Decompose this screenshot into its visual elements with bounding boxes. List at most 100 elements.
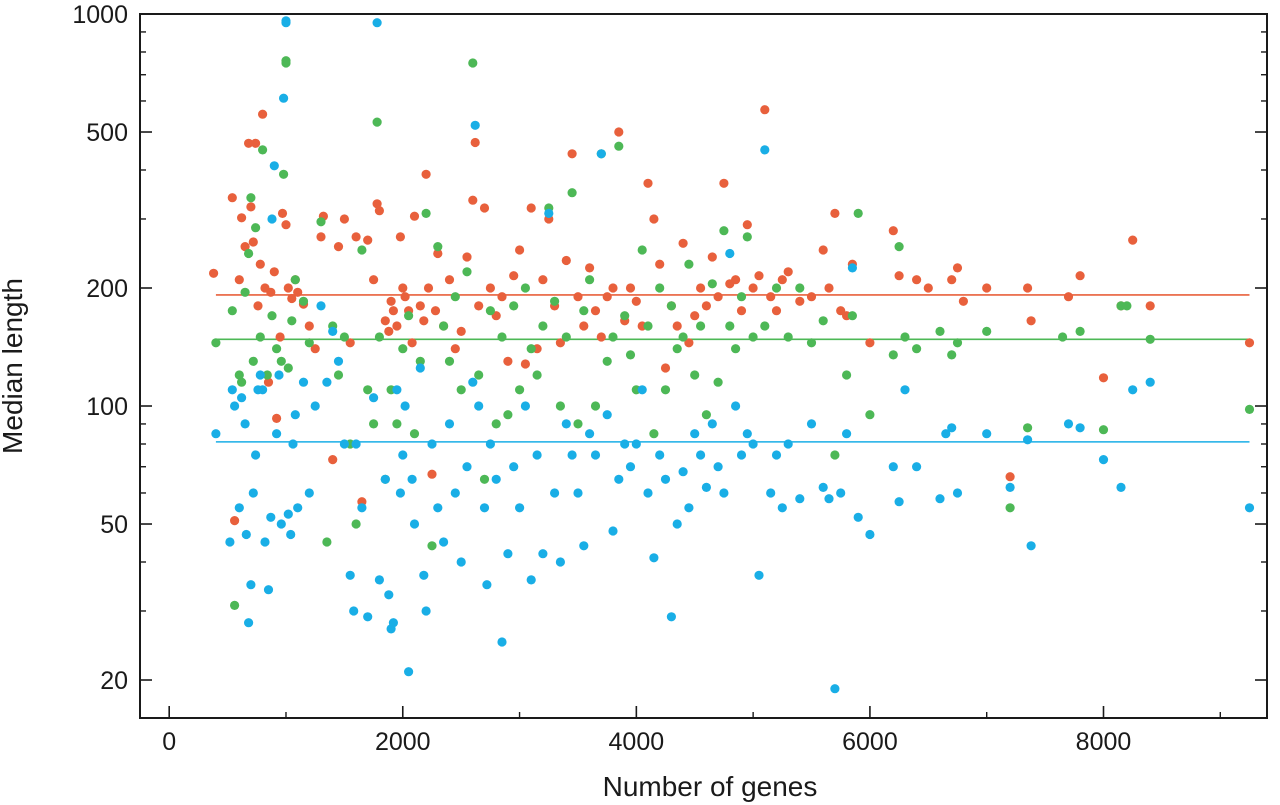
data-point bbox=[427, 439, 437, 449]
data-point bbox=[310, 401, 320, 411]
data-point bbox=[1128, 235, 1138, 245]
data-point bbox=[479, 503, 490, 513]
data-point bbox=[701, 410, 712, 420]
data-point bbox=[351, 519, 361, 529]
data-point bbox=[384, 326, 394, 336]
data-point bbox=[1244, 503, 1255, 513]
data-point bbox=[760, 145, 770, 155]
data-point bbox=[760, 105, 770, 115]
data-point bbox=[637, 385, 647, 395]
data-point bbox=[304, 338, 314, 348]
data-point bbox=[1128, 385, 1138, 395]
data-point bbox=[310, 344, 320, 354]
data-point bbox=[237, 393, 247, 403]
data-point bbox=[806, 419, 817, 429]
data-point bbox=[818, 245, 828, 255]
data-point bbox=[258, 385, 268, 395]
data-point bbox=[637, 245, 647, 255]
data-point bbox=[736, 306, 747, 316]
data-point bbox=[339, 214, 349, 224]
data-point bbox=[237, 213, 247, 223]
data-point bbox=[625, 283, 636, 293]
data-point bbox=[550, 488, 560, 498]
data-point bbox=[865, 410, 875, 420]
data-point bbox=[783, 332, 793, 342]
data-point bbox=[678, 238, 688, 248]
data-point bbox=[279, 169, 289, 179]
data-point bbox=[766, 488, 776, 498]
data-point bbox=[701, 301, 712, 311]
data-point bbox=[244, 618, 254, 628]
data-point bbox=[579, 321, 589, 331]
data-point bbox=[497, 332, 507, 342]
data-point bbox=[462, 252, 472, 262]
data-point bbox=[281, 56, 291, 66]
data-point bbox=[363, 385, 373, 395]
data-point bbox=[526, 203, 536, 213]
data-point bbox=[532, 450, 542, 460]
data-point bbox=[526, 344, 536, 354]
data-point bbox=[433, 248, 443, 259]
data-point bbox=[690, 370, 700, 380]
data-point bbox=[754, 570, 764, 580]
data-point bbox=[246, 580, 256, 590]
axes: 0 2000 4000 6000 8000 20 50 100 200 500 1000 bbox=[72, 1, 1267, 756]
data-point bbox=[795, 283, 805, 293]
data-point bbox=[328, 326, 338, 336]
data-point bbox=[316, 217, 326, 227]
data-point bbox=[427, 469, 437, 479]
data-point bbox=[277, 208, 288, 218]
y-tick-label-200: 200 bbox=[86, 275, 128, 303]
data-point bbox=[625, 350, 636, 360]
data-point bbox=[567, 188, 577, 198]
data-point bbox=[655, 450, 665, 460]
x-axis-label: Number of genes bbox=[603, 771, 818, 802]
data-point bbox=[830, 208, 840, 218]
data-point bbox=[608, 526, 618, 536]
data-point bbox=[240, 242, 250, 252]
data-point bbox=[719, 226, 729, 236]
data-point bbox=[982, 326, 992, 336]
data-point bbox=[444, 419, 455, 429]
data-point bbox=[374, 332, 384, 342]
data-point bbox=[345, 338, 355, 348]
data-point bbox=[266, 287, 276, 297]
data-point bbox=[423, 283, 434, 293]
data-point bbox=[439, 537, 449, 547]
data-point bbox=[561, 419, 571, 429]
data-points bbox=[209, 16, 1255, 694]
data-point bbox=[258, 109, 268, 119]
data-point bbox=[290, 410, 300, 420]
data-point bbox=[503, 549, 513, 559]
data-point bbox=[690, 429, 700, 439]
data-point bbox=[485, 439, 495, 449]
series-2 bbox=[211, 16, 1255, 694]
data-point bbox=[888, 226, 898, 236]
data-point bbox=[419, 316, 429, 326]
data-point bbox=[742, 232, 752, 242]
data-point bbox=[468, 195, 478, 205]
data-point bbox=[263, 377, 274, 387]
data-point bbox=[290, 275, 300, 285]
data-point bbox=[585, 429, 595, 439]
data-point bbox=[590, 401, 601, 411]
data-point bbox=[240, 419, 250, 429]
data-point bbox=[655, 283, 665, 293]
data-point bbox=[415, 356, 425, 366]
data-point bbox=[263, 585, 274, 595]
data-point bbox=[608, 283, 618, 293]
data-point bbox=[550, 296, 560, 306]
data-point bbox=[836, 488, 846, 498]
data-point bbox=[894, 497, 904, 507]
data-point bbox=[227, 193, 237, 203]
data-point bbox=[468, 58, 478, 68]
data-point bbox=[248, 237, 258, 247]
data-point bbox=[894, 242, 904, 252]
data-point bbox=[251, 138, 261, 148]
data-point bbox=[386, 296, 396, 306]
data-point bbox=[824, 283, 834, 293]
data-point bbox=[1026, 541, 1036, 551]
data-point bbox=[479, 203, 490, 213]
data-point bbox=[345, 570, 355, 580]
data-point bbox=[234, 370, 244, 380]
